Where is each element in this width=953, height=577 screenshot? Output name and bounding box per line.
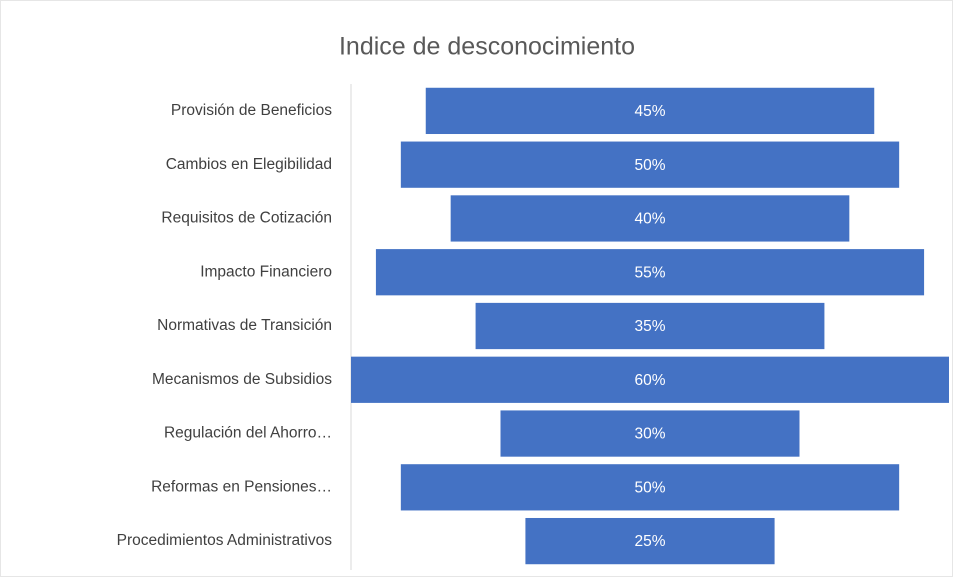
data-label: 45%: [634, 103, 665, 120]
category-label: Reformas en Pensiones…: [151, 478, 332, 495]
category-label: Procedimientos Administrativos: [117, 532, 333, 549]
data-label: 30%: [634, 426, 665, 443]
category-label: Regulación del Ahorro…: [164, 425, 332, 442]
data-label: 35%: [634, 318, 665, 335]
bar: [475, 302, 825, 350]
bar: [425, 87, 875, 135]
category-label: Requisitos de Cotización: [161, 210, 332, 227]
bar: [525, 517, 775, 565]
data-label: 50%: [634, 479, 665, 496]
category-label: Mecanismos de Subsidios: [152, 371, 332, 388]
bar: [400, 464, 900, 511]
category-label: Provisión de Beneficios: [171, 102, 332, 119]
data-label: 40%: [634, 211, 665, 228]
data-label: 60%: [634, 372, 665, 389]
bar: [450, 195, 850, 242]
category-label: Impacto Financiero: [200, 263, 332, 280]
chart-title: Indice de desconocimiento: [339, 33, 635, 61]
bar: [400, 141, 900, 188]
bar: [351, 356, 949, 403]
bar: [500, 410, 800, 457]
data-label: 55%: [634, 264, 665, 281]
data-label: 50%: [634, 157, 665, 174]
category-label: Cambios en Elegibilidad: [166, 156, 332, 173]
bar: [375, 249, 925, 296]
data-label: 25%: [634, 533, 665, 550]
category-label: Normativas de Transición: [157, 317, 332, 334]
